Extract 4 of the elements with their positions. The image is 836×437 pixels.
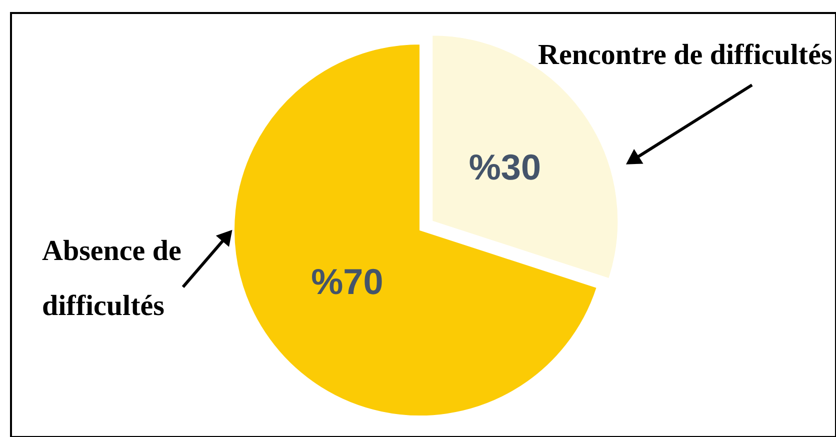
data-label: %70 xyxy=(311,260,384,302)
slice-label: Rencontre de difficultés xyxy=(538,39,832,71)
slice-label: Absence de difficultés xyxy=(42,235,182,322)
data-label: %30 xyxy=(468,146,541,188)
